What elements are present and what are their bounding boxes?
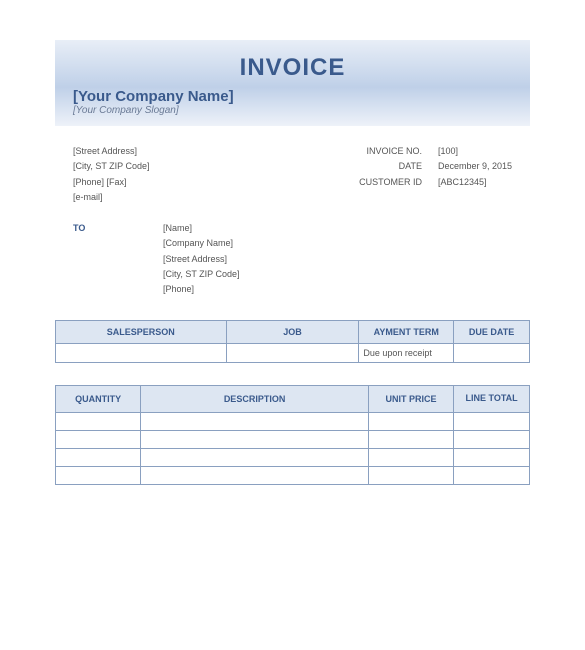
to-company: [Company Name] [163,236,240,251]
invoice-title: INVOICE [73,54,512,82]
to-street: [Street Address] [163,252,240,267]
invoice-meta: INVOICE NO. DATE CUSTOMER ID [100] Decem… [359,144,512,205]
table-header-row: SALESPERSON JOB AYMENT TERM DUE DATE [56,320,530,343]
th-due-date: DUE DATE [454,320,530,343]
th-job: JOB [226,320,359,343]
th-salesperson: SALESPERSON [56,320,227,343]
th-description: DESCRIPTION [141,385,369,412]
recipient: [Name] [Company Name] [Street Address] [… [163,221,240,297]
to-phone: [Phone] [163,282,240,297]
invoice-date: December 9, 2015 [438,159,512,174]
table-row [56,430,530,448]
td-job [226,343,359,362]
table-header-row: QUANTITY DESCRIPTION UNIT PRICE LINE TOT… [56,385,530,412]
sender-email: [e-mail] [73,190,359,205]
table-row [56,448,530,466]
th-unit-price: UNIT PRICE [368,385,453,412]
sender-street: [Street Address] [73,144,359,159]
invoice-no: [100] [438,144,512,159]
table-row: Due upon receipt [56,343,530,362]
th-line-total: LINE TOTAL [454,385,530,412]
td-payment-terms: Due upon receipt [359,343,454,362]
customer-id-label: CUSTOMER ID [359,175,422,190]
to-block: TO [Name] [Company Name] [Street Address… [55,221,530,297]
info-block: [Street Address] [City, ST ZIP Code] [Ph… [55,144,530,205]
table-row [56,412,530,430]
th-payment-terms: AYMENT TERM [359,320,454,343]
invoice-no-label: INVOICE NO. [359,144,422,159]
to-label: TO [73,221,163,297]
terms-table: SALESPERSON JOB AYMENT TERM DUE DATE Due… [55,320,530,363]
sender-address: [Street Address] [City, ST ZIP Code] [Ph… [73,144,359,205]
sender-phone-fax: [Phone] [Fax] [73,175,359,190]
header-band: INVOICE [Your Company Name] [Your Compan… [55,40,530,126]
line-items-table: QUANTITY DESCRIPTION UNIT PRICE LINE TOT… [55,385,530,485]
th-quantity: QUANTITY [56,385,141,412]
to-city: [City, ST ZIP Code] [163,267,240,282]
table-row [56,466,530,484]
company-slogan: [Your Company Slogan] [73,105,512,116]
company-name: [Your Company Name] [73,88,512,105]
sender-city: [City, ST ZIP Code] [73,159,359,174]
date-label: DATE [359,159,422,174]
customer-id: [ABC12345] [438,175,512,190]
td-due-date [454,343,530,362]
to-name: [Name] [163,221,240,236]
td-salesperson [56,343,227,362]
